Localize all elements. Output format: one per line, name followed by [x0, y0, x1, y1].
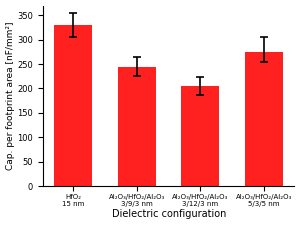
Bar [245, 52, 283, 186]
Bar [118, 67, 156, 186]
X-axis label: Dielectric configuration: Dielectric configuration [112, 209, 226, 219]
Bar [54, 25, 92, 186]
Bar [182, 86, 220, 186]
Y-axis label: Cap. per footprint area [nF/mm²]: Cap. per footprint area [nF/mm²] [6, 22, 15, 170]
